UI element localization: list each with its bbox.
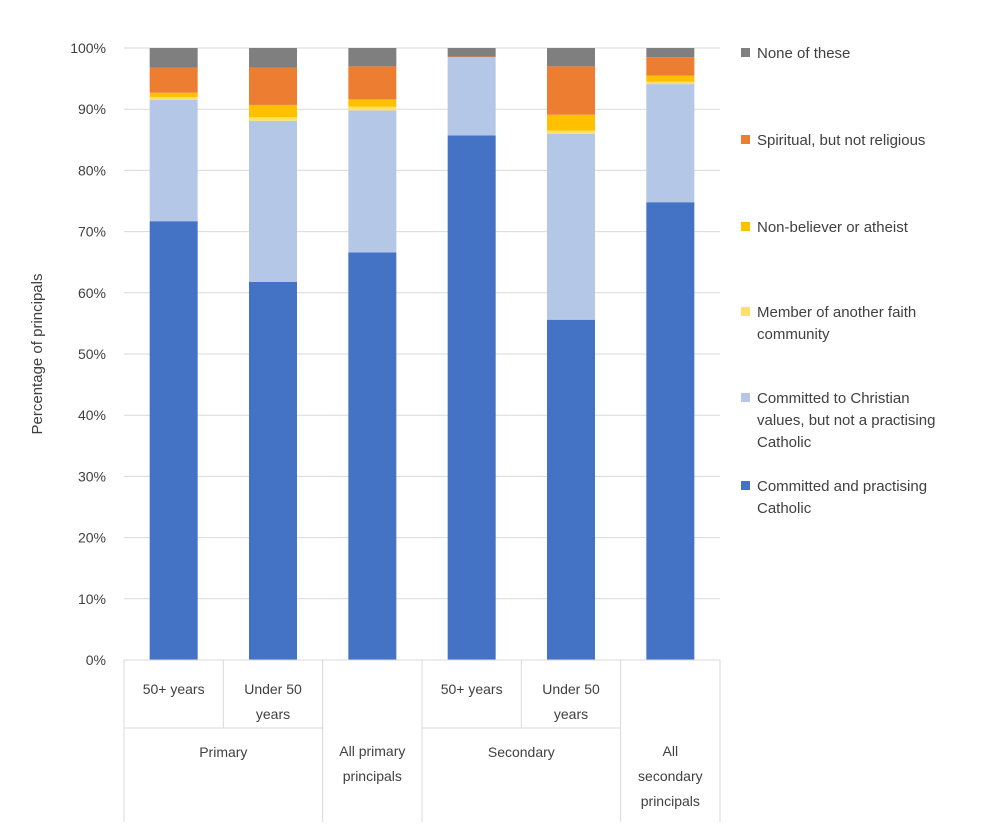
legend-item: Committed and practising Catholic (741, 478, 927, 517)
bar-segment (249, 67, 297, 105)
category-label: All primary principals (339, 743, 405, 784)
bar-segment (348, 110, 397, 253)
y-axis-ticks: 0% 10% 20% 30% 40% 50% 60% 70% 80% 90% 100% (70, 40, 106, 668)
bar-segment (348, 99, 397, 107)
bar-stack (447, 48, 496, 661)
legend-swatch (741, 307, 750, 316)
category-label: Under 50 years (542, 681, 600, 722)
bar-stack (249, 48, 297, 660)
y-tick-label: 20% (78, 530, 106, 546)
bar-segment (547, 133, 595, 320)
legend-label: Committed to Christian values, but not a … (757, 390, 935, 451)
y-tick-label: 60% (78, 285, 106, 301)
bar-segment (447, 56, 496, 58)
bar-stack (547, 48, 595, 660)
legend-swatch (741, 222, 750, 231)
bar-segment (149, 48, 198, 68)
bar-segment (149, 100, 198, 222)
y-axis-label: Percentage of principals (29, 274, 46, 435)
y-tick-label: 0% (86, 652, 106, 668)
bar-segment (348, 106, 397, 111)
bar-segment (348, 48, 397, 67)
bar-segment (149, 67, 198, 93)
bar-segment (447, 48, 496, 57)
bar-segment (149, 96, 198, 101)
x-axis: 50+ years Under 50 years All primary princip… (123, 659, 721, 822)
bar-segment (249, 117, 297, 121)
bar-segment (547, 114, 595, 131)
bars (149, 48, 695, 661)
y-tick-label: 10% (78, 591, 106, 607)
bar-segment (646, 57, 695, 76)
bar-segment (547, 48, 595, 67)
bar-segment (547, 319, 595, 660)
category-label: 50+ years (143, 681, 205, 697)
bar-segment (249, 281, 297, 660)
legend-item: Spiritual, but not religious (741, 132, 925, 149)
bar-segment (348, 252, 397, 660)
bar-stack (646, 48, 695, 660)
bar-segment (149, 92, 198, 97)
bar-segment (249, 48, 297, 68)
bar-segment (646, 81, 695, 85)
y-tick-label: 100% (70, 40, 106, 56)
legend-swatch (741, 481, 750, 490)
legend-item: Committed to Christian values, but not a … (741, 390, 935, 451)
gridlines (124, 47, 720, 661)
bar-segment (646, 48, 695, 58)
legend-item: Non-believer or atheist (741, 219, 909, 236)
legend-label: Committed and practising Catholic (757, 478, 927, 517)
legend-swatch (741, 393, 750, 402)
bar-segment (249, 120, 297, 282)
group-label: Secondary (488, 744, 555, 760)
legend-item: Member of another faith community (741, 304, 916, 343)
bar-segment (547, 66, 595, 115)
bar-segment (447, 57, 496, 136)
y-tick-label: 40% (78, 407, 106, 423)
y-tick-label: 90% (78, 101, 106, 117)
y-tick-label: 70% (78, 224, 106, 240)
bar-segment (149, 221, 198, 661)
category-label: Under 50 years (244, 681, 302, 722)
legend-label: None of these (757, 45, 850, 62)
bar-segment (646, 84, 695, 203)
legend-item: None of these (741, 45, 850, 62)
y-tick-label: 30% (78, 468, 106, 484)
legend-label: Spiritual, but not religious (757, 132, 925, 149)
legend-swatch (741, 48, 750, 57)
bar-stack (149, 48, 198, 661)
bar-segment (646, 202, 695, 660)
y-tick-label: 50% (78, 346, 106, 362)
group-label: Primary (199, 744, 247, 760)
category-label: All secondary principals (638, 743, 703, 809)
bar-stack (348, 48, 397, 660)
bar-segment (646, 75, 695, 82)
bar-segment (249, 104, 297, 118)
category-label: 50+ years (441, 681, 503, 697)
bar-segment (348, 66, 397, 100)
legend: None of these Spiritual, but not religiou… (741, 45, 935, 517)
bar-segment (447, 135, 496, 661)
bar-segment (547, 130, 595, 134)
legend-label: Member of another faith community (757, 304, 916, 343)
legend-swatch (741, 135, 750, 144)
y-tick-label: 80% (78, 162, 106, 178)
legend-label: Non-believer or atheist (757, 219, 909, 236)
